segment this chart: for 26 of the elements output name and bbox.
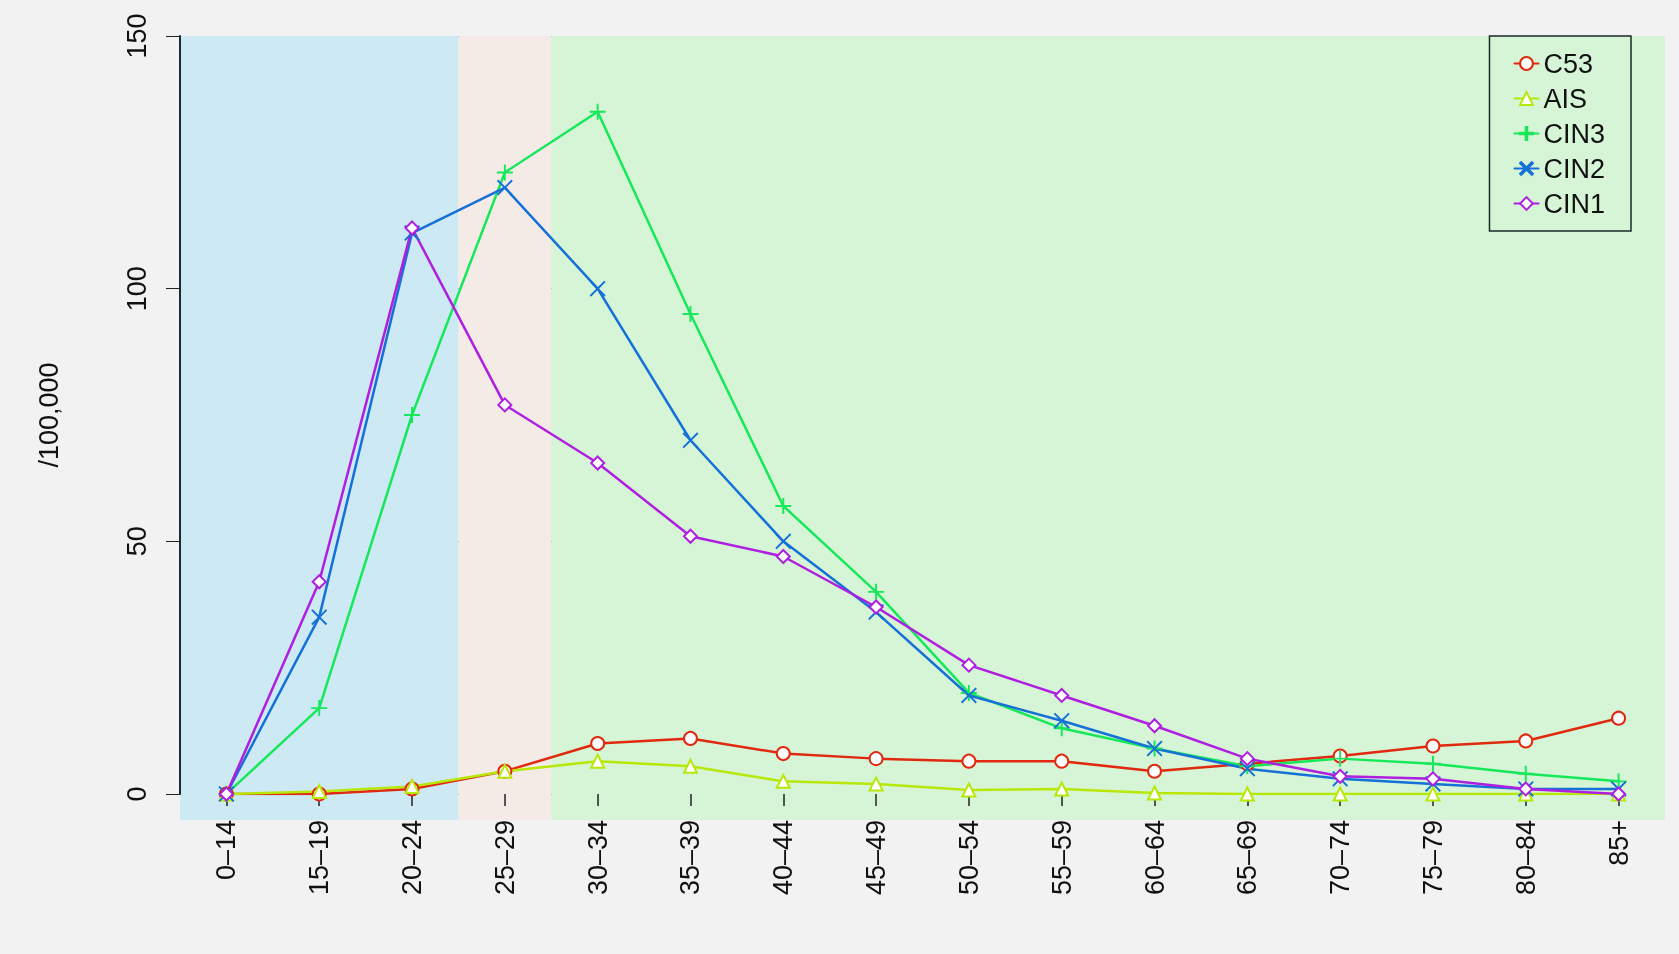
x-tick-label: 30–34 bbox=[582, 820, 613, 896]
x-tick-label: 85+ bbox=[1603, 820, 1634, 866]
y-tick-label: 150 bbox=[121, 13, 152, 59]
legend-label: AIS bbox=[1543, 83, 1588, 114]
y-tick-label: 50 bbox=[121, 526, 152, 557]
y-tick-label: 100 bbox=[121, 266, 152, 312]
x-tick-label: 35–39 bbox=[675, 820, 706, 896]
x-tick-label: 25–29 bbox=[489, 820, 520, 896]
x-tick-label: 60–64 bbox=[1139, 820, 1170, 896]
x-tick-label: 75–79 bbox=[1417, 820, 1448, 896]
y-tick-label: 0 bbox=[121, 786, 152, 802]
x-tick-label: 15–19 bbox=[304, 820, 335, 896]
legend-label: CIN1 bbox=[1543, 188, 1605, 219]
x-tick-label: 70–74 bbox=[1325, 820, 1356, 896]
x-tick-label: 55–59 bbox=[1046, 820, 1077, 896]
x-tick-label: 0–14 bbox=[211, 820, 242, 881]
x-tick-label: 20–24 bbox=[397, 820, 428, 896]
y-axis-title: /100,000 bbox=[33, 362, 64, 468]
x-tick-label: 50–54 bbox=[953, 820, 984, 896]
x-tick-label: 65–69 bbox=[1232, 820, 1263, 896]
x-tick-label: 40–44 bbox=[768, 820, 799, 896]
legend-label: C53 bbox=[1543, 48, 1594, 79]
x-tick-label: 80–84 bbox=[1510, 820, 1541, 896]
legend-label: CIN2 bbox=[1543, 153, 1605, 184]
x-tick-label: 45–49 bbox=[861, 820, 892, 896]
legend-label: CIN3 bbox=[1543, 118, 1605, 149]
